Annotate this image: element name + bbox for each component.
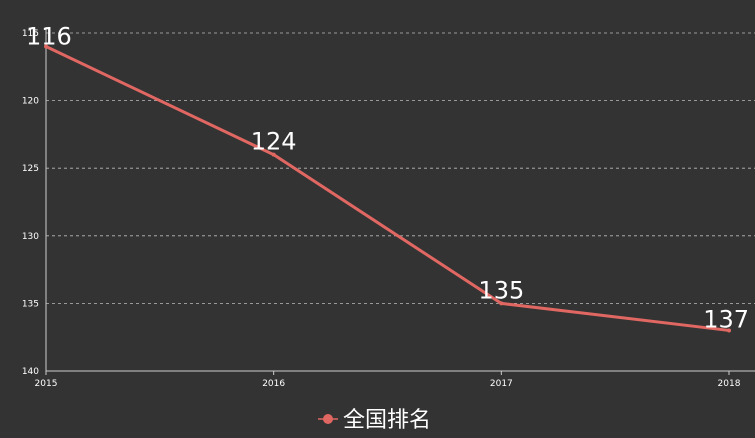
axes: 115 120 125 130 135 140 2015 2016 2017 2018 (22, 27, 755, 389)
y-tick-label-135: 135 (22, 299, 39, 309)
data-point-2017[interactable] (499, 301, 504, 306)
y-tick-label-140: 140 (22, 367, 39, 377)
legend-label[interactable]: 全国排名 (343, 408, 431, 433)
legend[interactable]: 全国排名 (318, 408, 431, 433)
x-tick-label-2017: 2017 (490, 379, 513, 389)
data-point-2018[interactable] (727, 328, 731, 333)
series-line-0[interactable] (44, 45, 731, 332)
legend-marker-icon (323, 414, 333, 424)
x-tick-label-2016: 2016 (262, 379, 285, 389)
y-tick-label-130: 130 (22, 232, 39, 242)
x-tick-label-2015: 2015 (35, 379, 58, 389)
data-label-2016: 124 (251, 128, 297, 156)
series-layer (44, 44, 731, 333)
data-point-2016[interactable] (271, 152, 276, 157)
grid-lines (46, 32, 755, 304)
data-point-2015[interactable] (44, 44, 48, 49)
y-tick-label-125: 125 (22, 164, 39, 174)
data-label-2018: 137 (703, 305, 749, 333)
y-tick-label-120: 120 (22, 97, 39, 107)
data-label-2017: 135 (478, 276, 524, 304)
x-tick-label-2018: 2018 (718, 379, 741, 389)
data-labels: 116 124 135 137 (26, 23, 749, 334)
data-label-2015: 116 (26, 23, 72, 51)
y-tick-label-115: 115 (22, 29, 39, 39)
